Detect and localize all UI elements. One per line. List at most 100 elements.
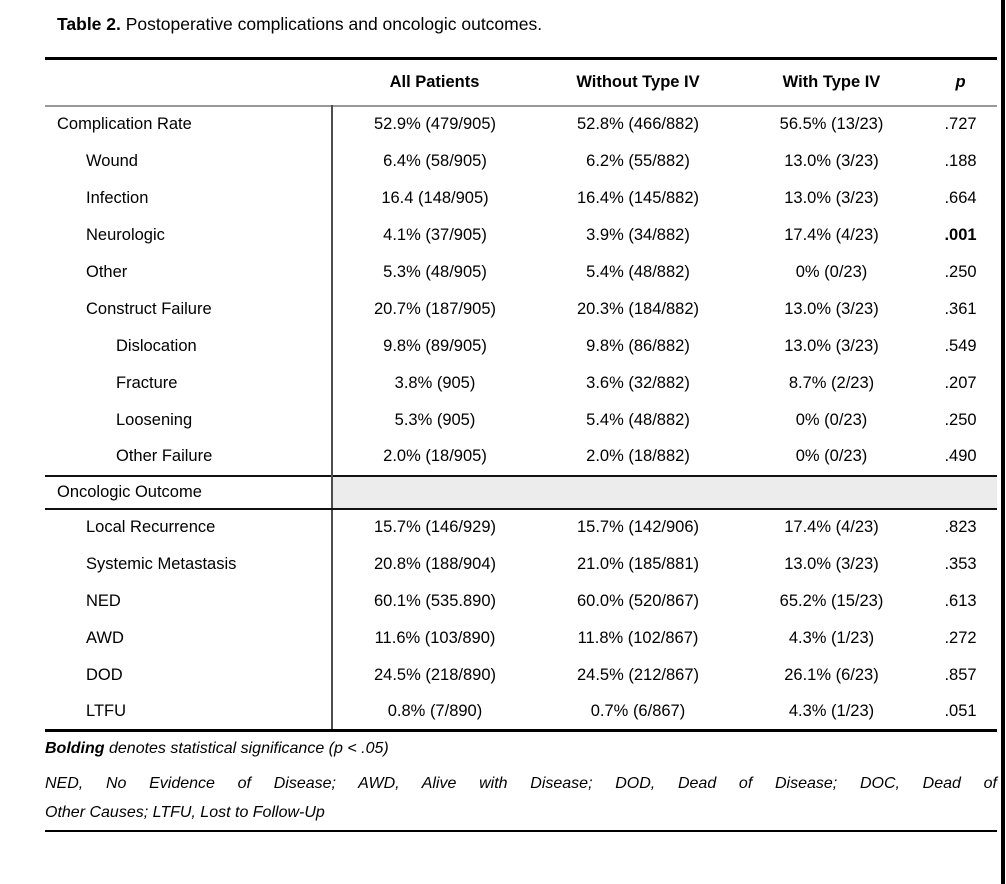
cell-with-type-iv: 13.0% (3/23) xyxy=(784,151,879,170)
table-row: Other 5.3% (48/905) 5.4% (48/882) 0% (0/23)… xyxy=(45,253,997,291)
row-label: DOD xyxy=(45,656,333,694)
table-row: AWD 11.6% (103/890) 11.8% (102/867) 4.3% (1… xyxy=(45,619,997,657)
table-title: Table 2. Postoperative complications and… xyxy=(57,13,1006,36)
cell-with-type-iv: 17.4% (4/23) xyxy=(784,225,879,244)
row-label: Loosening xyxy=(45,401,333,439)
header-with-type-iv: With Type IV xyxy=(782,72,881,91)
cell-with-type-iv: 13.0% (3/23) xyxy=(784,188,879,207)
significance-footnote-text: denotes statistical significance (p < .0… xyxy=(104,740,389,757)
cell-all-patients: 2.0% (18/905) xyxy=(383,447,487,465)
cell-with-type-iv: 4.3% (1/23) xyxy=(788,701,875,720)
table-title-number: Table 2. xyxy=(57,14,121,34)
cell-all-patients: 3.8% (905) xyxy=(394,373,476,392)
cell-all-patients: 20.7% (187/905) xyxy=(373,299,496,318)
row-label: Dislocation xyxy=(45,327,333,365)
section-label: Oncologic Outcome xyxy=(45,474,333,510)
row-label: Infection xyxy=(45,179,333,217)
cell-p-value: .207 xyxy=(944,373,977,392)
cell-p-value: .549 xyxy=(944,336,977,355)
row-label: Fracture xyxy=(45,364,333,402)
row-label: Systemic Metastasis xyxy=(45,545,333,583)
header-row: All Patients Without Type IV With Type I… xyxy=(45,59,997,106)
cell-p-value: .727 xyxy=(944,115,977,133)
cell-p-value: .353 xyxy=(944,554,977,573)
cell-with-type-iv: 56.5% (13/23) xyxy=(779,115,884,133)
cell-with-type-iv: 4.3% (1/23) xyxy=(788,628,875,647)
cell-p-value: .490 xyxy=(944,447,977,465)
header-p-value: p xyxy=(955,72,966,91)
header-without-type-iv: Without Type IV xyxy=(576,72,700,91)
cell-without-type-iv: 24.5% (212/867) xyxy=(576,665,699,684)
cell-with-type-iv: 0% (0/23) xyxy=(795,447,868,465)
cell-with-type-iv: 0% (0/23) xyxy=(795,262,868,281)
cell-p-value: .823 xyxy=(944,518,977,536)
cell-p-value: .250 xyxy=(944,262,977,281)
row-label: Complication Rate xyxy=(45,105,333,143)
cell-with-type-iv: 8.7% (2/23) xyxy=(788,373,875,392)
row-label: Other xyxy=(45,253,333,291)
table-row: Other Failure 2.0% (18/905) 2.0% (18/882) 0… xyxy=(45,438,997,476)
cell-all-patients: 0.8% (7/890) xyxy=(387,701,483,720)
abbreviations-footnote: NED, No Evidence of Disease; AWD, Alive … xyxy=(45,769,997,832)
cell-without-type-iv: 9.8% (86/882) xyxy=(586,336,690,355)
cell-without-type-iv: 16.4% (145/882) xyxy=(576,188,699,207)
table-row: Neurologic 4.1% (37/905) 3.9% (34/882) 17.4… xyxy=(45,216,997,254)
row-label: Wound xyxy=(45,142,333,180)
cell-without-type-iv: 15.7% (142/906) xyxy=(576,518,699,536)
table-row: Local Recurrence 15.7% (146/929) 15.7% (14… xyxy=(45,508,997,546)
significance-footnote-term: Bolding xyxy=(45,740,105,757)
table-row: LTFU 0.8% (7/890) 0.7% (6/867) 4.3% (1/23).… xyxy=(45,693,997,731)
cell-p-value: .857 xyxy=(944,665,977,684)
abbreviations-footnote-line2: Other Causes; LTFU, Lost to Follow-Up xyxy=(45,804,325,821)
row-label: NED xyxy=(45,582,333,620)
cell-without-type-iv: 20.3% (184/882) xyxy=(576,299,699,318)
cell-all-patients: 4.1% (37/905) xyxy=(383,225,487,244)
table-row: NED 60.1% (535.890) 60.0% (520/867) 65.2% (… xyxy=(45,582,997,620)
cell-with-type-iv: 26.1% (6/23) xyxy=(784,665,879,684)
cell-without-type-iv: 2.0% (18/882) xyxy=(586,447,690,465)
cell-without-type-iv: 3.6% (32/882) xyxy=(586,373,690,392)
cell-without-type-iv: 60.0% (520/867) xyxy=(576,591,699,610)
page-edge-line xyxy=(1001,0,1005,884)
document-page: Table 2. Postoperative complications and… xyxy=(45,13,1006,832)
table-row: Wound 6.4% (58/905) 6.2% (55/882) 13.0% (3/… xyxy=(45,142,997,180)
cell-all-patients: 5.3% (905) xyxy=(394,410,476,429)
table-body: Complication Rate 52.9% (479/905) 52.8% (4… xyxy=(45,105,997,731)
cell-all-patients: 9.8% (89/905) xyxy=(383,336,487,355)
row-label: Construct Failure xyxy=(45,290,333,328)
cell-p-value: .188 xyxy=(944,151,977,170)
cell-without-type-iv: 21.0% (185/881) xyxy=(576,554,699,573)
cell-all-patients: 6.4% (58/905) xyxy=(383,151,487,170)
table-row: Systemic Metastasis 20.8% (188/904) 21.0% … xyxy=(45,545,997,583)
row-label: Local Recurrence xyxy=(45,508,333,546)
cell-all-patients: 5.3% (48/905) xyxy=(383,262,487,281)
cell-without-type-iv: 52.8% (466/882) xyxy=(576,115,699,133)
cell-with-type-iv: 13.0% (3/23) xyxy=(784,299,879,318)
row-label: AWD xyxy=(45,619,333,657)
table-row: Complication Rate 52.9% (479/905) 52.8% (4… xyxy=(45,105,997,143)
cell-with-type-iv: 13.0% (3/23) xyxy=(784,554,879,573)
table-header: All Patients Without Type IV With Type I… xyxy=(45,59,997,106)
cell-without-type-iv: 0.7% (6/867) xyxy=(590,701,686,720)
cell-with-type-iv: 0% (0/23) xyxy=(795,410,868,429)
table-row: Loosening 5.3% (905) 5.4% (48/882) 0% (0/23… xyxy=(45,401,997,439)
cell-all-patients: 52.9% (479/905) xyxy=(373,115,496,133)
abbreviations-footnote-line1: NED, No Evidence of Disease; AWD, Alive … xyxy=(45,775,997,792)
table-title-text: Postoperative complications and oncologi… xyxy=(120,14,543,34)
cell-all-patients: 24.5% (218/890) xyxy=(373,665,496,684)
section-row: Oncologic Outcome xyxy=(45,474,997,510)
table-row: Fracture 3.8% (905) 3.6% (32/882) 8.7% (2/2… xyxy=(45,364,997,402)
cell-with-type-iv: 65.2% (15/23) xyxy=(779,591,884,610)
cell-all-patients: 16.4 (148/905) xyxy=(381,188,489,207)
table-row: Dislocation 9.8% (89/905) 9.8% (86/882) 13.… xyxy=(45,327,997,365)
cell-p-value: .664 xyxy=(944,188,977,207)
cell-all-patients: 15.7% (146/929) xyxy=(373,518,496,536)
cell-with-type-iv: 13.0% (3/23) xyxy=(784,336,879,355)
row-label: LTFU xyxy=(45,693,333,731)
table-footnotes: Bolding denotes statistical significance… xyxy=(45,738,997,832)
cell-without-type-iv: 3.9% (34/882) xyxy=(586,225,690,244)
header-all-patients: All Patients xyxy=(389,72,480,91)
cell-all-patients: 11.6% (103/890) xyxy=(374,628,496,647)
cell-p-value: .613 xyxy=(944,591,977,610)
cell-without-type-iv: 5.4% (48/882) xyxy=(586,410,690,429)
